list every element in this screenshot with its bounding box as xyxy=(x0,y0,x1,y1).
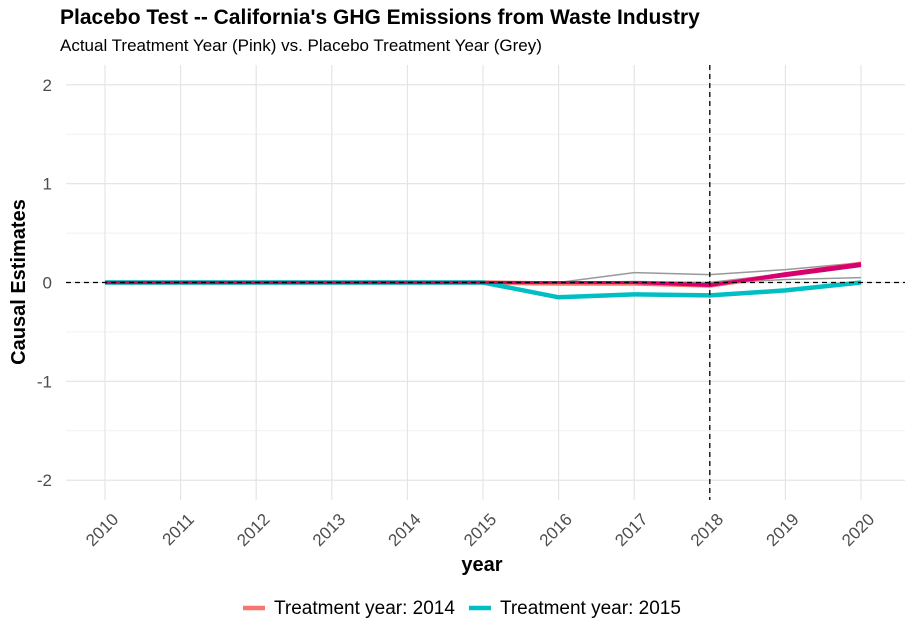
x-tick-label: 2014 xyxy=(385,510,425,550)
legend: Treatment year: 2014 Treatment year: 2015 xyxy=(243,598,681,619)
legend-label: Treatment year: 2015 xyxy=(500,598,681,619)
chart-subtitle: Actual Treatment Year (Pink) vs. Placebo… xyxy=(60,36,542,55)
x-tick-label: 2019 xyxy=(763,510,803,550)
x-tick-label: 2011 xyxy=(159,510,198,549)
x-tick-label: 2013 xyxy=(309,510,349,550)
legend-label: Treatment year: 2014 xyxy=(274,598,455,619)
y-tick-labels: -2 -1 0 1 2 xyxy=(37,76,52,490)
y-axis-title: Causal Estimates xyxy=(8,199,30,365)
chart-title: Placebo Test -- California's GHG Emissio… xyxy=(60,6,700,29)
x-tick-label: 2018 xyxy=(687,510,727,550)
reference-lines xyxy=(66,65,905,500)
x-tick-labels: 2010 2011 2012 2013 2014 2015 2016 2017 2018 2019… xyxy=(82,510,878,550)
y-tick-label: 1 xyxy=(43,175,52,194)
x-tick-label: 2017 xyxy=(611,510,651,550)
x-tick-label: 2012 xyxy=(233,510,273,550)
y-tick-label: 2 xyxy=(43,76,52,95)
x-tick-label: 2016 xyxy=(536,510,576,550)
x-tick-label: 2010 xyxy=(82,510,122,550)
y-tick-label: -1 xyxy=(37,372,52,391)
x-tick-label: 2015 xyxy=(460,510,500,550)
y-tick-label: -2 xyxy=(37,471,52,490)
x-tick-label: 2020 xyxy=(838,510,878,550)
x-axis-title: year xyxy=(461,554,502,576)
y-tick-label: 0 xyxy=(43,274,52,293)
